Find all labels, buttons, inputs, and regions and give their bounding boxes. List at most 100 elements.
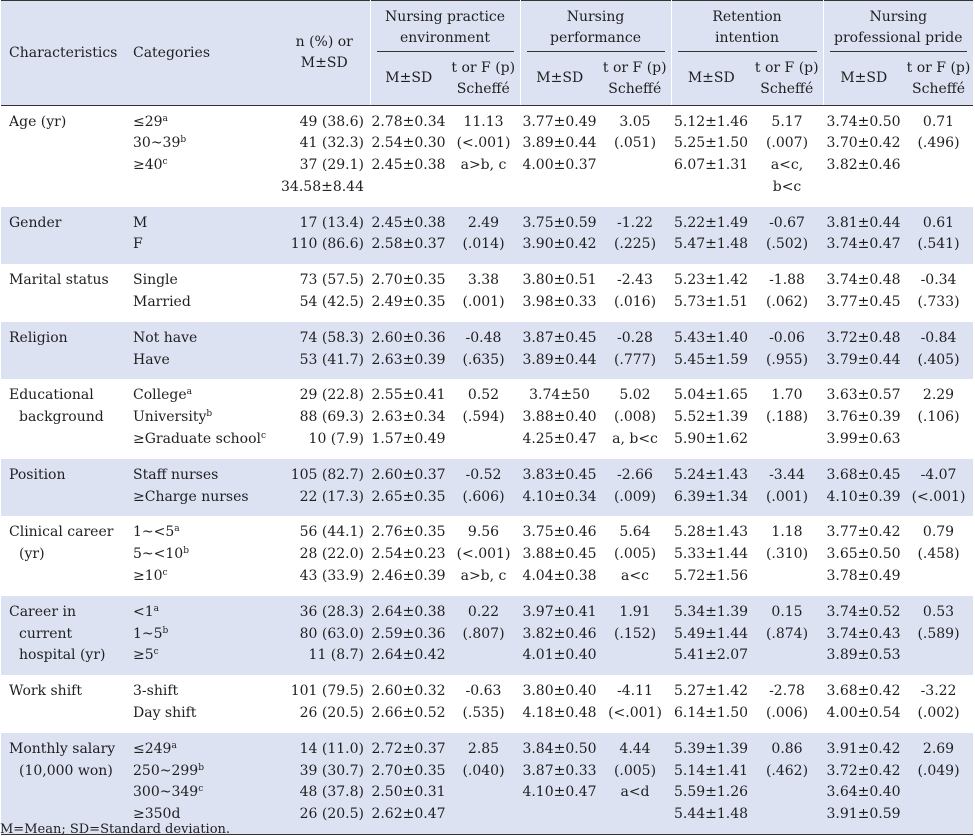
np-t-stat-cell: 5.02 (.008) a, b<c	[599, 379, 672, 459]
ri-m-msd-cell: 5.23±1.42 5.73±1.51	[671, 264, 752, 322]
ri-t-stat-cell: -0.06 (.955)	[751, 321, 824, 380]
category-cell: Single Married	[125, 264, 279, 322]
np-t-stat-cell: -2.43 (.016)	[599, 264, 672, 322]
n-percent-cell: 105 (82.7) 22 (17.3)	[279, 458, 370, 517]
header-n: n (%) or M±SD	[279, 0, 370, 106]
pp-m-msd-cell: 3.91±0.42 3.72±0.42 3.64±0.40 3.91±0.59	[823, 732, 905, 836]
np-t-stat-cell: -2.66 (.009)	[599, 458, 672, 517]
header-msd-pp: M±SD	[822, 52, 905, 106]
np-t-stat-cell: 3.05 (.051)	[599, 105, 672, 207]
np-t-stat-cell: 1.91 (.152)	[599, 595, 672, 676]
characteristic-cell: Work shift	[1, 675, 125, 733]
category-cell: Not have Have	[125, 321, 279, 380]
header-msd-npe: M±SD	[369, 52, 447, 106]
ri-t-stat-cell: -3.44 (.001)	[751, 458, 824, 517]
ri-m-msd-cell: 5.12±1.46 5.25±1.50 6.07±1.31	[671, 105, 752, 207]
n-percent-cell: 49 (38.6) 41 (32.3) 37 (29.1) 34.58±8.44	[279, 105, 370, 207]
pp-t-stat-cell: -0.84 (.405)	[904, 321, 974, 380]
category-cell: Staff nurses ≥Charge nurses	[125, 458, 279, 517]
npe-t-stat-cell: 0.52 (.594)	[447, 379, 520, 459]
np-m-msd-cell: 3.83±0.45 4.10±0.34	[520, 458, 599, 517]
characteristic-cell: Clinical career (yr)	[1, 516, 125, 596]
ri-t-stat-cell: 1.70 (.188)	[751, 379, 824, 459]
npe-m-msd-cell: 2.76±0.35 2.54±0.23 2.46±0.39	[370, 516, 447, 596]
ri-t-stat-cell: -0.67 (.502)	[751, 206, 824, 265]
ri-t-stat-cell: 0.86 (.462)	[751, 732, 824, 836]
category-cell: ≤29a 30~39b ≥40c	[125, 105, 279, 207]
pp-m-msd-cell: 3.72±0.48 3.79±0.44	[823, 321, 905, 380]
pp-m-msd-cell: 3.81±0.44 3.74±0.47	[823, 206, 905, 265]
npe-t-stat-cell: 9.56 (<.001) a>b, c	[447, 516, 520, 596]
pp-m-msd-cell: 3.68±0.45 4.10±0.39	[823, 458, 905, 517]
pp-m-msd-cell: 3.68±0.42 4.00±0.54	[823, 675, 905, 733]
n-percent-cell: 74 (58.3) 53 (41.7)	[279, 321, 370, 380]
pp-t-stat-cell: 0.53 (.589)	[904, 595, 974, 676]
pp-t-stat-cell: 0.71 (.496)	[904, 105, 974, 207]
ri-m-msd-cell: 5.39±1.39 5.14±1.41 5.59±1.26 5.44±1.48	[671, 732, 752, 836]
np-m-msd-cell: 3.84±0.50 3.87±0.33 4.10±0.47	[520, 732, 599, 836]
npe-t-stat-cell: -0.48 (.635)	[447, 321, 520, 380]
table-row: Age (yr) ≤29a 30~39b ≥40c 49 (38.6) 41 (32.3…	[1, 105, 974, 207]
table-row: Position Staff nurses ≥Charge nurses 105 (8…	[1, 458, 974, 517]
pp-t-stat-cell: 2.29 (.106)	[904, 379, 974, 459]
pp-t-stat-cell: -3.22 (.002)	[904, 675, 974, 733]
table-row: Educational background Collegea Universityb…	[1, 379, 974, 459]
n-percent-cell: 14 (11.0) 39 (30.7) 48 (37.8) 26 (20.5)	[279, 732, 370, 836]
pp-m-msd-cell: 3.77±0.42 3.65±0.50 3.78±0.49	[823, 516, 905, 596]
npe-t-stat-cell: 2.49 (.014)	[447, 206, 520, 265]
np-m-msd-cell: 3.75±0.59 3.90±0.42	[520, 206, 599, 265]
np-t-stat-cell: -4.11 (<.001)	[599, 675, 672, 733]
npe-m-msd-cell: 2.78±0.34 2.54±0.30 2.45±0.38	[370, 105, 447, 207]
ri-m-msd-cell: 5.34±1.39 5.49±1.44 5.41±2.07	[671, 595, 752, 676]
table-footnote: M=Mean; SD=Standard deviation.	[0, 822, 231, 837]
ri-t-stat-cell: 5.17 (.007) a<c, b<c	[751, 105, 824, 207]
header-group-np: Nursing performance	[519, 0, 672, 53]
category-cell: 3-shift Day shift	[125, 675, 279, 733]
category-cell: 1~<5a 5~<10b ≥10c	[125, 516, 279, 596]
ri-m-msd-cell: 5.24±1.43 6.39±1.34	[671, 458, 752, 517]
table-body: Age (yr) ≤29a 30~39b ≥40c 49 (38.6) 41 (32.3…	[1, 105, 974, 836]
np-m-msd-cell: 3.74±50 3.88±0.40 4.25±0.47	[520, 379, 599, 459]
np-t-stat-cell: 4.44 (.005) a<d	[599, 732, 672, 836]
pp-m-msd-cell: 3.74±0.50 3.70±0.42 3.82±0.46	[823, 105, 905, 207]
characteristic-cell: Gender	[1, 206, 125, 265]
np-m-msd-cell: 3.80±0.40 4.18±0.48	[520, 675, 599, 733]
np-m-msd-cell: 3.80±0.51 3.98±0.33	[520, 264, 599, 322]
header-msd-ri: M±SD	[670, 52, 752, 106]
table-row: Work shift 3-shift Day shift 101 (79.5) 26 (…	[1, 675, 974, 733]
npe-m-msd-cell: 2.60±0.32 2.66±0.52	[370, 675, 447, 733]
ri-t-stat-cell: 1.18 (.310)	[751, 516, 824, 596]
npe-t-stat-cell: 11.13 (<.001) a>b, c	[447, 105, 520, 207]
table-row: Monthly salary (10,000 won) ≤249a 250~299b 3…	[1, 732, 974, 836]
characteristic-cell: Age (yr)	[1, 105, 125, 207]
npe-m-msd-cell: 2.72±0.37 2.70±0.35 2.50±0.31 2.62±0.47	[370, 732, 447, 836]
npe-t-stat-cell: 2.85 (.040)	[447, 732, 520, 836]
np-m-msd-cell: 3.97±0.41 3.82±0.46 4.01±0.40	[520, 595, 599, 676]
header-group-ri: Retention intention	[670, 0, 824, 53]
header-stat-npe: t or F (p) Scheffé	[447, 52, 520, 106]
header-group-pp: Nursing professional pride	[822, 0, 974, 53]
ri-m-msd-cell: 5.27±1.42 6.14±1.50	[671, 675, 752, 733]
pp-t-stat-cell: 0.79 (.458)	[904, 516, 974, 596]
pp-t-stat-cell: -4.07 (<.001)	[904, 458, 974, 517]
n-percent-cell: 73 (57.5) 54 (42.5)	[279, 264, 370, 322]
header-characteristics: Characteristics	[1, 0, 125, 106]
category-cell: ≤249a 250~299b 300~349c ≥350d	[125, 732, 279, 836]
pp-t-stat-cell: 2.69 (.049)	[904, 732, 974, 836]
npe-m-msd-cell: 2.45±0.38 2.58±0.37	[370, 206, 447, 265]
sub-header-row: M±SD t or F (p) Scheffé M±SD t or F (p) Schef…	[1, 52, 974, 106]
pp-t-stat-cell: -0.34 (.733)	[904, 264, 974, 322]
header-stat-pp: t or F (p) Scheffé	[904, 52, 974, 106]
npe-t-stat-cell: 3.38 (.001)	[447, 264, 520, 322]
np-m-msd-cell: 3.87±0.45 3.89±0.44	[520, 321, 599, 380]
characteristic-cell: Career in current hospital (yr)	[1, 595, 125, 676]
npe-t-stat-cell: -0.52 (.606)	[447, 458, 520, 517]
characteristic-cell: Monthly salary (10,000 won)	[1, 732, 125, 836]
n-percent-cell: 56 (44.1) 28 (22.0) 43 (33.9)	[279, 516, 370, 596]
table-row: Religion Not have Have 74 (58.3) 53 (41.7) 2.…	[1, 321, 974, 380]
header-group-npe: Nursing practice environment	[369, 0, 520, 53]
table-row: Clinical career (yr) 1~<5a 5~<10b ≥10c 56 (44…	[1, 516, 974, 596]
header-stat-ri: t or F (p) Scheffé	[751, 52, 824, 106]
